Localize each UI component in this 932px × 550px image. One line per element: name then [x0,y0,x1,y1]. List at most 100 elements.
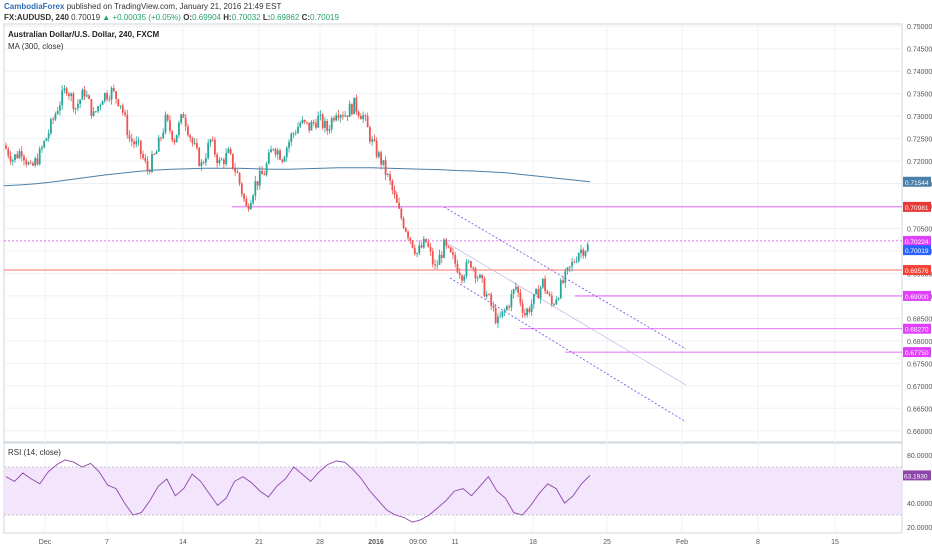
candle-body [476,277,479,279]
candle-body [265,163,268,176]
rsi-title: RSI (14, close) [8,448,61,457]
candle-body [454,255,457,264]
candle-body [497,316,499,324]
candle-body [67,93,70,97]
candle-body [301,119,304,123]
up-triangle-icon: ▲ [102,13,111,22]
price-tick-label: 0.73000 [907,114,932,121]
level-price-tag [903,347,931,358]
candle-body [43,140,46,148]
candle-body [438,254,441,265]
chart-title: Australian Dollar/U.S. Dollar, 240, FXCM [8,30,159,39]
candle-body [422,238,425,248]
candle-body [566,267,569,271]
time-tick-label: 18 [529,539,537,546]
candle-body [465,262,468,277]
candle-body [463,276,466,281]
candle-body [133,141,135,145]
time-tick-label: 14 [179,539,187,546]
candle-body [119,105,122,107]
candle-body [402,218,405,228]
candle-body [243,194,245,199]
level-price-label: 0.68270 [905,327,929,334]
candle-body [106,93,108,100]
price-tick-label: 0.67000 [907,384,932,391]
rsi-series [4,459,902,523]
candle-body [470,261,472,268]
time-tick-label: 2016 [368,539,384,546]
candle-body [245,198,248,206]
rsi-band-fill [4,467,902,515]
candle-body [281,159,284,162]
candle-body [9,155,12,162]
price-tick-label: 0.74500 [907,47,932,54]
rsi-tick-label: 20.0000 [907,525,932,532]
candle-body [94,111,97,112]
time-tick-label: 15 [831,539,839,546]
author-link[interactable]: CambodiaForex [4,2,65,11]
candle-body [299,122,302,127]
candle-body [218,159,221,164]
candle-body [505,306,508,310]
last-price: 0.70019 [71,13,101,22]
time-tick-label: 25 [603,539,611,546]
candle-body [216,154,219,164]
candle-body [70,93,73,97]
level-price-tag [903,265,931,276]
time-tick-label: 11 [451,539,458,546]
horizontal-levels [4,206,902,353]
candle-body [398,202,400,209]
level-price-tag [903,245,931,256]
candle-body [288,141,290,148]
level-price-tag [903,235,931,246]
candle-body [231,153,234,169]
candle-body [535,289,537,295]
candle-body [348,104,351,117]
candle-body [63,88,66,91]
candle-body [5,145,7,149]
candle-body [294,133,297,134]
candle-body [207,142,210,159]
candle-body [333,118,335,121]
symbol-label: FX:AUDUSD, 240 [4,13,69,22]
candle-body [175,134,178,143]
candle-body [27,162,30,165]
candle-body [148,170,151,173]
time-tick-label: 21 [255,539,263,546]
candles [5,84,589,329]
candle-body [184,117,187,127]
candle-body [492,305,495,308]
candle-body [117,99,120,106]
price-axis[interactable]: 0.75000 0.74500 0.74000 0.73500 0.73000 0.725… [903,24,932,532]
candle-body [562,280,564,283]
candle-body [467,261,470,263]
candle-body [227,149,230,153]
candle-body [56,110,59,115]
candle-body [83,89,86,97]
candle-body [377,152,380,157]
candle-body [440,254,443,258]
ma-300-line [3,167,591,187]
main-pane-frame [3,23,903,443]
time-axis[interactable]: Dec 7 14 21 28 2016 09:00 11 18 25 Feb 8 15 [39,539,839,546]
ma-line [3,167,591,187]
candle-body [263,174,266,176]
candle-body [483,278,486,297]
candle-body [25,160,28,165]
candle-body [310,121,313,131]
candle-body [573,261,576,263]
candle-body [290,133,293,142]
price-tick-label: 0.73500 [907,92,932,99]
candle-body [339,115,342,118]
candle-body [434,264,436,266]
price-tick-label: 0.68000 [907,339,932,346]
time-tick-label: 8 [756,539,760,546]
candle-body [99,104,102,107]
candle-body [526,308,529,316]
candle-body [303,119,306,122]
candle-body [557,298,560,300]
candle-body [494,307,497,324]
candle-body [236,171,239,173]
